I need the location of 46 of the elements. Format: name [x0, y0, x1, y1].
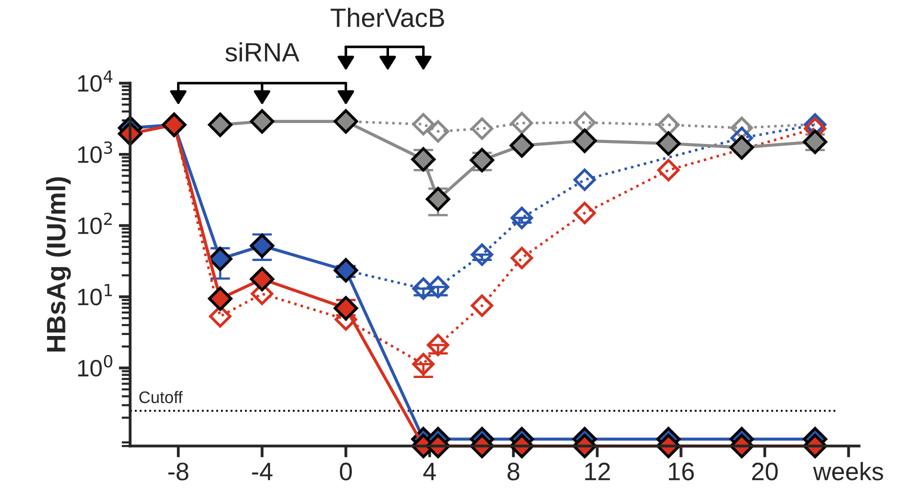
point	[573, 202, 596, 224]
point	[470, 117, 494, 140]
point	[412, 277, 435, 300]
point	[412, 113, 435, 136]
point	[426, 186, 450, 212]
y-axis-title: HBsAg (IU/ml)	[46, 177, 71, 352]
point	[572, 128, 597, 153]
point	[426, 120, 450, 143]
point	[250, 266, 274, 292]
point	[412, 352, 435, 376]
point	[426, 334, 450, 356]
x-tick-label: 12	[585, 462, 610, 480]
y-tick-label: 10$^{0}$	[78, 355, 112, 377]
x-tick-label: -4	[252, 462, 272, 480]
x-tick-label: 8	[508, 462, 520, 480]
y-tick-label: 10$^{4}$	[78, 70, 112, 92]
point	[730, 135, 754, 160]
x-tick-label: 0	[340, 462, 352, 480]
text: TherVacB	[330, 8, 444, 28]
point	[656, 131, 681, 156]
point	[208, 246, 232, 272]
point	[250, 109, 274, 134]
point	[470, 148, 494, 172]
x-tick-label: weeks	[813, 462, 884, 480]
point	[334, 296, 358, 320]
x-tick-label: -8	[168, 462, 188, 480]
point	[573, 168, 596, 191]
point	[426, 276, 450, 298]
point	[730, 116, 753, 140]
x-tick-label: 16	[669, 462, 694, 480]
y-tick-label: 10$^{3}$	[78, 141, 112, 163]
y-tick-label: 10$^{2}$	[78, 212, 112, 234]
point	[208, 112, 232, 138]
text: siRNA	[225, 42, 300, 62]
point	[470, 294, 494, 317]
point	[510, 246, 534, 270]
point	[510, 133, 534, 158]
y-tick-label: 10$^{1}$	[78, 284, 112, 306]
point	[510, 206, 534, 230]
x-tick-label: 4	[423, 462, 436, 480]
ref-line-label: Cutoff	[139, 390, 183, 404]
point	[470, 243, 494, 266]
point	[208, 286, 232, 311]
x-tick-label: 20	[752, 462, 778, 480]
point	[657, 158, 680, 182]
point	[510, 112, 534, 134]
